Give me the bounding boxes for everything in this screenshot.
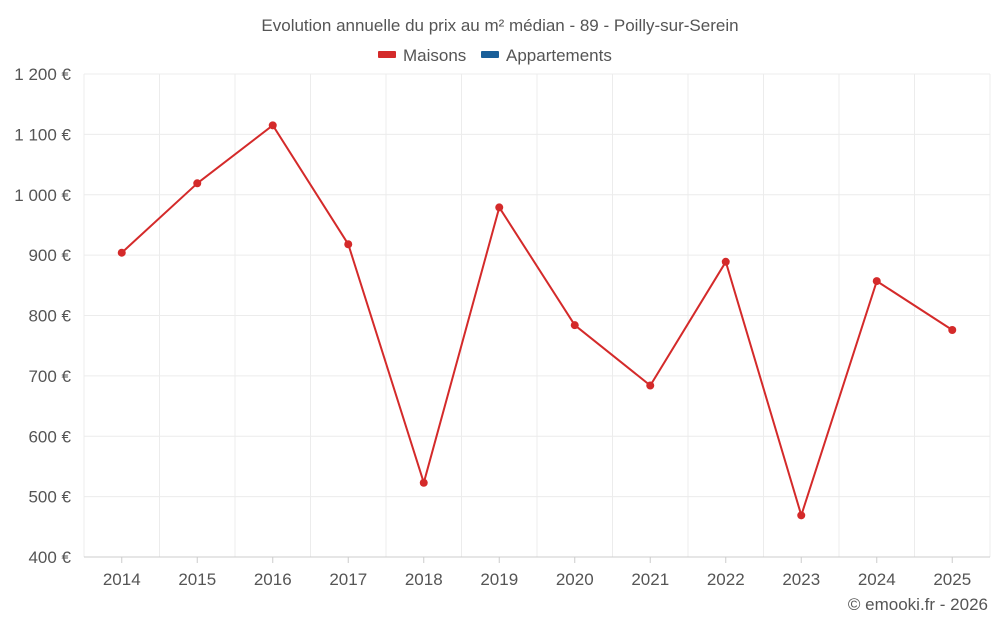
y-tick-label: 800 € [28, 307, 71, 326]
data-point [948, 325, 957, 334]
x-tick-label: 2024 [858, 570, 896, 589]
data-point [646, 381, 655, 390]
chart-title: Evolution annuelle du prix au m² médian … [261, 16, 738, 35]
legend-swatch-appartements [481, 51, 499, 58]
x-tick-label: 2015 [178, 570, 216, 589]
x-tick-label: 2014 [103, 570, 141, 589]
legend-label-maisons: Maisons [403, 46, 466, 65]
x-tick-label: 2022 [707, 570, 745, 589]
series-layer [117, 121, 957, 520]
legend-label-appartements: Appartements [506, 46, 612, 65]
data-point [117, 248, 126, 257]
data-point [570, 321, 579, 330]
legend-item-maisons[interactable]: Maisons [378, 46, 466, 65]
y-tick-label: 400 € [28, 548, 71, 567]
x-tick-label: 2025 [933, 570, 971, 589]
y-tick-label: 1 200 € [14, 65, 71, 84]
y-tick-label: 700 € [28, 367, 71, 386]
x-tick-label: 2020 [556, 570, 594, 589]
x-tick-label: 2023 [782, 570, 820, 589]
x-tick-label: 2017 [329, 570, 367, 589]
data-point [419, 478, 428, 487]
x-axis-ticks [121, 557, 953, 563]
data-point [872, 277, 881, 286]
y-axis-tick-labels: 400 € 500 € 600 € 700 € 800 € 900 € 1 000 € 1 1… [14, 65, 71, 567]
y-tick-label: 1 000 € [14, 186, 71, 205]
y-tick-label: 600 € [28, 427, 71, 446]
data-point [344, 240, 353, 249]
y-tick-label: 900 € [28, 246, 71, 265]
data-point [193, 179, 202, 188]
y-tick-label: 1 100 € [14, 125, 71, 144]
x-tick-label: 2016 [254, 570, 292, 589]
x-tick-label: 2019 [480, 570, 518, 589]
series-line-maisons [121, 124, 953, 517]
data-point [721, 257, 730, 266]
data-point [495, 203, 504, 212]
x-tick-label: 2018 [405, 570, 443, 589]
legend-swatch-maisons [378, 51, 396, 58]
legend: Maisons Appartements [378, 46, 612, 65]
credit-text: © emooki.fr - 2026 [848, 595, 988, 614]
data-point [268, 121, 277, 130]
y-tick-label: 500 € [28, 488, 71, 507]
x-tick-label: 2021 [631, 570, 669, 589]
legend-item-appartements[interactable]: Appartements [481, 46, 612, 65]
data-point [797, 511, 806, 520]
x-axis-tick-labels: 2014 2015 2016 2017 2018 2019 2020 2021 2022 2023… [103, 570, 971, 589]
